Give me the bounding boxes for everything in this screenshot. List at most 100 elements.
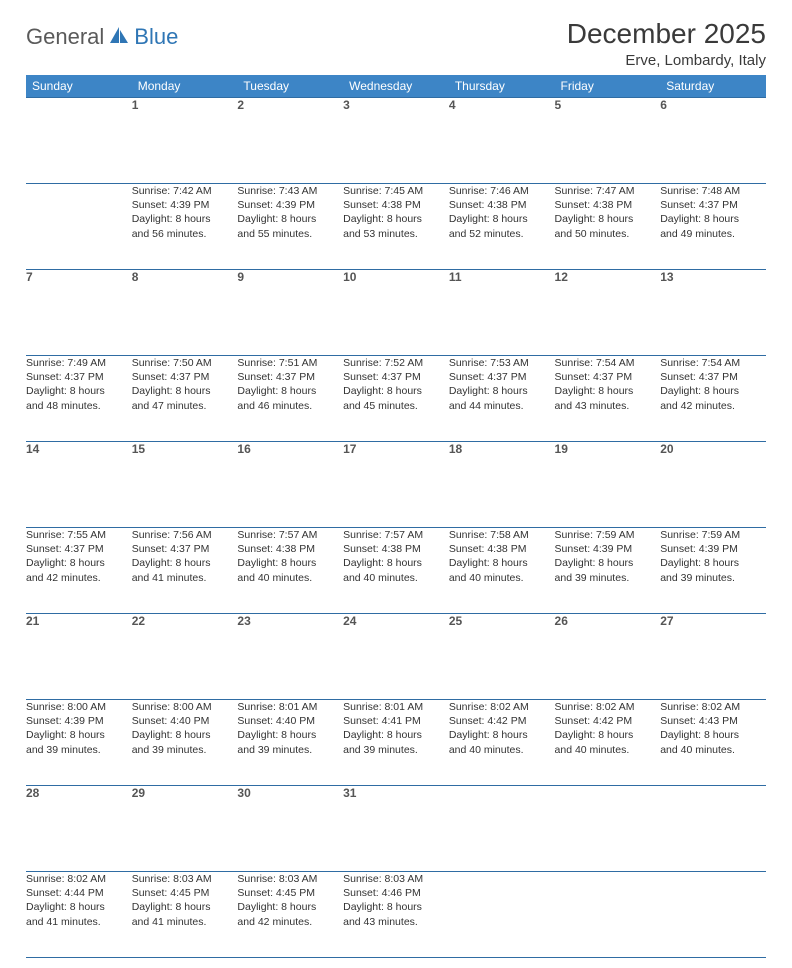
day-number-cell: 6 xyxy=(660,98,766,184)
day-number-cell: 18 xyxy=(449,442,555,528)
day-number-row: 123456 xyxy=(26,98,766,184)
logo-text-blue: Blue xyxy=(134,24,178,50)
day-content-row: Sunrise: 7:42 AMSunset: 4:39 PMDaylight:… xyxy=(26,184,766,270)
day-day1: Daylight: 8 hours xyxy=(555,384,661,398)
day-number-cell: 3 xyxy=(343,98,449,184)
day-sunrise: Sunrise: 7:51 AM xyxy=(237,356,343,370)
day-number-cell xyxy=(660,786,766,872)
day-sunrise: Sunrise: 7:50 AM xyxy=(132,356,238,370)
day-day1: Daylight: 8 hours xyxy=(26,556,132,570)
month-title: December 2025 xyxy=(567,18,766,50)
day-day1: Daylight: 8 hours xyxy=(449,728,555,742)
day-day2: and 52 minutes. xyxy=(449,227,555,241)
day-day2: and 41 minutes. xyxy=(132,915,238,929)
day-sunrise: Sunrise: 7:45 AM xyxy=(343,184,449,198)
day-day1: Daylight: 8 hours xyxy=(660,212,766,226)
day-content-cell: Sunrise: 8:01 AMSunset: 4:41 PMDaylight:… xyxy=(343,700,449,786)
day-day2: and 41 minutes. xyxy=(26,915,132,929)
day-sunrise: Sunrise: 7:57 AM xyxy=(237,528,343,542)
day-number-cell: 20 xyxy=(660,442,766,528)
day-day1: Daylight: 8 hours xyxy=(343,728,449,742)
day-content-cell: Sunrise: 7:43 AMSunset: 4:39 PMDaylight:… xyxy=(237,184,343,270)
day-day2: and 39 minutes. xyxy=(132,743,238,757)
day-day1: Daylight: 8 hours xyxy=(237,212,343,226)
day-sunset: Sunset: 4:38 PM xyxy=(555,198,661,212)
day-number-row: 78910111213 xyxy=(26,270,766,356)
day-number-cell xyxy=(449,786,555,872)
day-day2: and 40 minutes. xyxy=(449,571,555,585)
day-sunrise: Sunrise: 8:01 AM xyxy=(343,700,449,714)
weekday-header: Sunday xyxy=(26,75,132,98)
day-day1: Daylight: 8 hours xyxy=(449,212,555,226)
day-content-cell: Sunrise: 7:55 AMSunset: 4:37 PMDaylight:… xyxy=(26,528,132,614)
day-content-cell: Sunrise: 7:58 AMSunset: 4:38 PMDaylight:… xyxy=(449,528,555,614)
day-sunrise: Sunrise: 7:59 AM xyxy=(555,528,661,542)
day-content-cell: Sunrise: 7:54 AMSunset: 4:37 PMDaylight:… xyxy=(660,356,766,442)
day-sunrise: Sunrise: 8:02 AM xyxy=(26,872,132,886)
day-day2: and 40 minutes. xyxy=(555,743,661,757)
day-day2: and 42 minutes. xyxy=(237,915,343,929)
day-content-cell: Sunrise: 8:03 AMSunset: 4:45 PMDaylight:… xyxy=(132,872,238,958)
day-content-cell xyxy=(660,872,766,958)
day-sunset: Sunset: 4:46 PM xyxy=(343,886,449,900)
day-sunset: Sunset: 4:37 PM xyxy=(555,370,661,384)
day-content-cell xyxy=(26,184,132,270)
day-day1: Daylight: 8 hours xyxy=(132,556,238,570)
day-sunset: Sunset: 4:37 PM xyxy=(132,542,238,556)
day-sunset: Sunset: 4:40 PM xyxy=(132,714,238,728)
day-day2: and 48 minutes. xyxy=(26,399,132,413)
day-day1: Daylight: 8 hours xyxy=(660,728,766,742)
weekday-header: Monday xyxy=(132,75,238,98)
day-content-cell: Sunrise: 8:02 AMSunset: 4:42 PMDaylight:… xyxy=(555,700,661,786)
day-sunset: Sunset: 4:37 PM xyxy=(26,370,132,384)
day-sunset: Sunset: 4:37 PM xyxy=(26,542,132,556)
day-content-cell: Sunrise: 7:47 AMSunset: 4:38 PMDaylight:… xyxy=(555,184,661,270)
day-sunrise: Sunrise: 8:01 AM xyxy=(237,700,343,714)
day-number-cell: 7 xyxy=(26,270,132,356)
day-sunset: Sunset: 4:38 PM xyxy=(237,542,343,556)
day-number-cell xyxy=(555,786,661,872)
day-sunrise: Sunrise: 7:57 AM xyxy=(343,528,449,542)
day-sunset: Sunset: 4:37 PM xyxy=(449,370,555,384)
day-sunrise: Sunrise: 8:00 AM xyxy=(132,700,238,714)
day-content-cell xyxy=(449,872,555,958)
weekday-header: Thursday xyxy=(449,75,555,98)
day-number-cell: 12 xyxy=(555,270,661,356)
day-sunrise: Sunrise: 7:49 AM xyxy=(26,356,132,370)
day-sunrise: Sunrise: 8:02 AM xyxy=(449,700,555,714)
weekday-header: Saturday xyxy=(660,75,766,98)
day-number-cell: 16 xyxy=(237,442,343,528)
day-content-row: Sunrise: 8:00 AMSunset: 4:39 PMDaylight:… xyxy=(26,700,766,786)
day-content-cell: Sunrise: 7:50 AMSunset: 4:37 PMDaylight:… xyxy=(132,356,238,442)
day-day2: and 47 minutes. xyxy=(132,399,238,413)
day-content-cell: Sunrise: 7:42 AMSunset: 4:39 PMDaylight:… xyxy=(132,184,238,270)
day-number-cell: 19 xyxy=(555,442,661,528)
day-content-cell: Sunrise: 8:02 AMSunset: 4:43 PMDaylight:… xyxy=(660,700,766,786)
day-sunset: Sunset: 4:38 PM xyxy=(343,542,449,556)
day-sunset: Sunset: 4:38 PM xyxy=(449,198,555,212)
day-day1: Daylight: 8 hours xyxy=(555,728,661,742)
day-number-cell: 11 xyxy=(449,270,555,356)
day-sunrise: Sunrise: 8:03 AM xyxy=(237,872,343,886)
day-content-cell: Sunrise: 7:49 AMSunset: 4:37 PMDaylight:… xyxy=(26,356,132,442)
day-day2: and 56 minutes. xyxy=(132,227,238,241)
day-sunset: Sunset: 4:38 PM xyxy=(343,198,449,212)
day-day1: Daylight: 8 hours xyxy=(237,556,343,570)
day-day2: and 43 minutes. xyxy=(343,915,449,929)
day-sunset: Sunset: 4:44 PM xyxy=(26,886,132,900)
day-day1: Daylight: 8 hours xyxy=(237,384,343,398)
day-sunrise: Sunrise: 7:55 AM xyxy=(26,528,132,542)
day-content-cell: Sunrise: 7:52 AMSunset: 4:37 PMDaylight:… xyxy=(343,356,449,442)
day-content-cell: Sunrise: 8:02 AMSunset: 4:42 PMDaylight:… xyxy=(449,700,555,786)
day-number-cell: 1 xyxy=(132,98,238,184)
day-number-cell: 23 xyxy=(237,614,343,700)
day-content-row: Sunrise: 8:02 AMSunset: 4:44 PMDaylight:… xyxy=(26,872,766,958)
day-number-row: 14151617181920 xyxy=(26,442,766,528)
day-number-cell: 8 xyxy=(132,270,238,356)
day-content-cell: Sunrise: 7:53 AMSunset: 4:37 PMDaylight:… xyxy=(449,356,555,442)
day-number-row: 28293031 xyxy=(26,786,766,872)
day-number-row: 21222324252627 xyxy=(26,614,766,700)
day-day1: Daylight: 8 hours xyxy=(237,728,343,742)
day-sunset: Sunset: 4:39 PM xyxy=(132,198,238,212)
day-sunset: Sunset: 4:40 PM xyxy=(237,714,343,728)
